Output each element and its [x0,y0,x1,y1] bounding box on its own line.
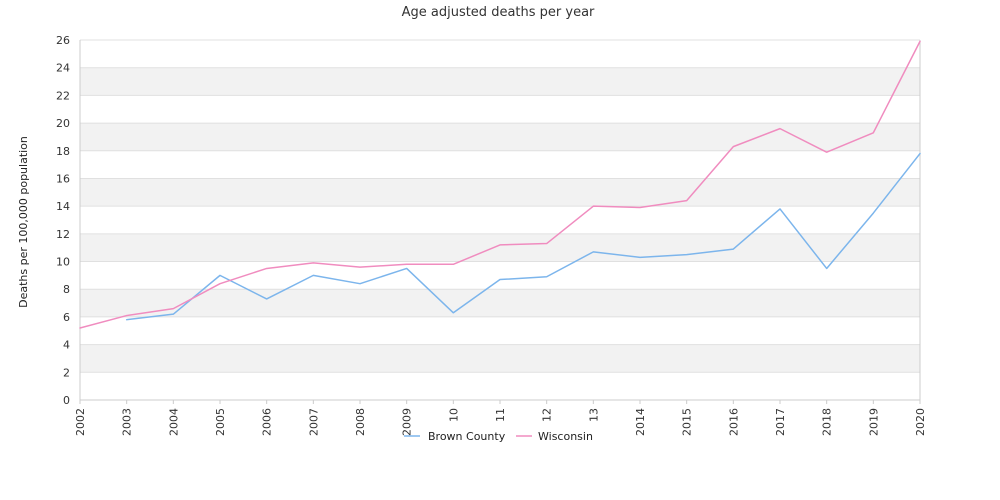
y-tick-label: 22 [56,89,70,102]
x-axis-ticks: 2002 2003 2004 2005 2006 2007 2008 2009 10 11 12 13… [74,400,927,436]
x-tick-label: 2007 [307,408,320,436]
chart-title: Age adjusted deaths per year [402,5,595,20]
series-lines [79,40,921,329]
y-tick-label: 20 [56,117,70,130]
x-tick-label: 2020 [914,408,927,436]
legend-label-wisconsin: Wisconsin [538,430,593,443]
y-tick-label: 4 [63,339,70,352]
plot-band [80,178,920,207]
y-tick-label: 6 [63,311,70,324]
y-tick-label: 18 [56,145,70,158]
x-tick-label: 2009 [401,408,414,436]
x-tick-label: 2018 [821,408,834,436]
plot-band [80,344,920,373]
x-tick-label: 2014 [634,408,647,436]
x-tick-label: 2006 [261,408,274,436]
x-tick-label: 11 [494,408,507,422]
legend-item-brown-county[interactable]: Brown County [404,430,506,443]
y-tick-label: 14 [56,200,70,213]
x-tick-label: 2008 [354,408,367,436]
x-tick-label: 2015 [681,408,694,436]
y-tick-label: 16 [56,172,70,185]
legend-item-wisconsin[interactable]: Wisconsin [516,430,593,443]
y-tick-label: 24 [56,62,70,75]
x-tick-label: 12 [541,408,554,422]
y-tick-label: 26 [56,34,70,47]
y-tick-label: 8 [63,283,70,296]
y-tick-label: 10 [56,256,70,269]
y-tick-label: 0 [63,394,70,407]
plot-band [80,67,920,96]
y-tick-label: 12 [56,228,70,241]
x-tick-label: 2017 [774,408,787,436]
x-tick-label: 2002 [74,408,87,436]
plot-band [80,289,920,317]
x-tick-label: 2004 [167,408,180,436]
x-tick-label: 2003 [121,408,134,436]
plot-bands [80,67,920,373]
series-line-brown-county[interactable] [125,152,921,321]
plot-band [80,123,920,151]
y-axis-title: Deaths per 100,000 population [17,136,30,308]
x-tick-label: 2016 [727,408,740,436]
x-tick-label: 10 [447,408,460,422]
y-tick-label: 2 [63,366,70,379]
plot-band [80,233,920,262]
legend: Brown County Wisconsin [404,430,593,443]
legend-label-brown-county: Brown County [428,430,506,443]
x-tick-label: 2019 [867,408,880,436]
x-tick-label: 2005 [214,408,227,436]
x-tick-label: 13 [587,408,600,422]
